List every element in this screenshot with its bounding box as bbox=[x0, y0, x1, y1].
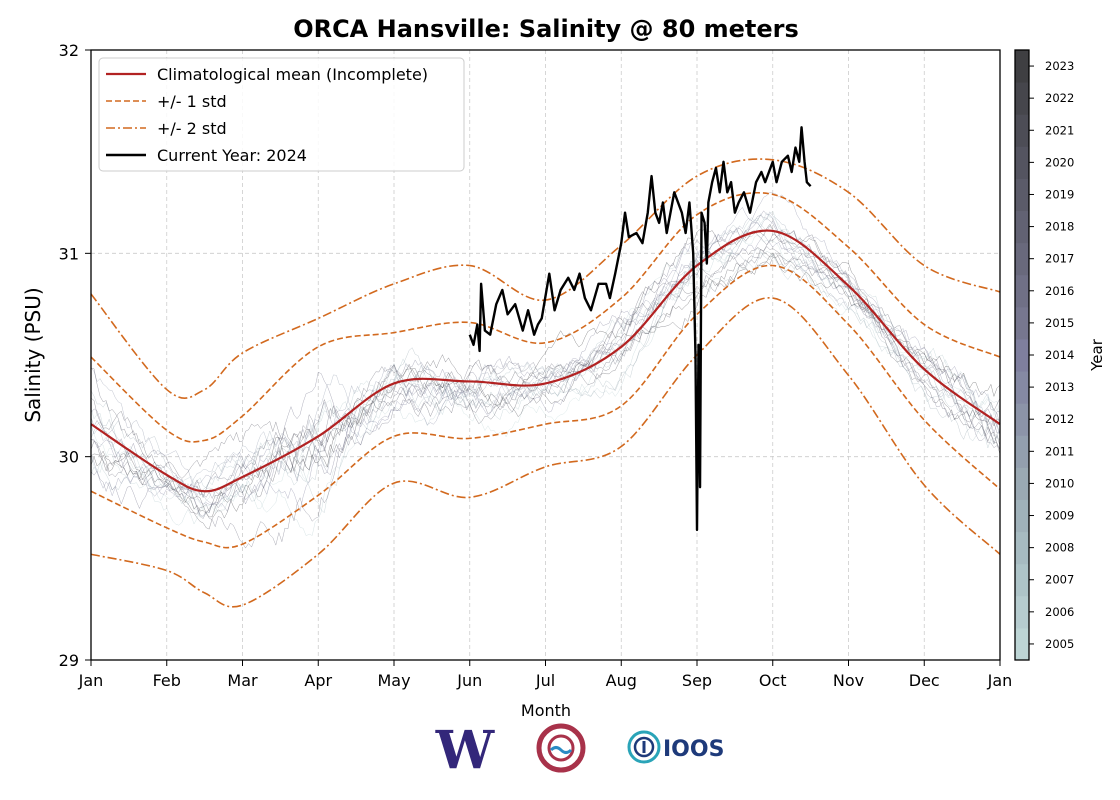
colorbar-segment bbox=[1015, 403, 1029, 436]
colorbar-tick-label: 2013 bbox=[1045, 380, 1074, 394]
colorbar-tick-label: 2023 bbox=[1045, 59, 1074, 73]
colorbar-tick-label: 2012 bbox=[1045, 412, 1074, 426]
colorbar-segment bbox=[1015, 499, 1029, 533]
colorbar-segment bbox=[1015, 274, 1029, 308]
x-axis: Jan Feb Mar Apr May Jun Jul Aug Sep Oct Nov Dec Jan bbox=[78, 660, 1013, 690]
colorbar-segment bbox=[1015, 242, 1029, 276]
x-tick-label: Aug bbox=[606, 671, 637, 690]
colorbar-segment bbox=[1015, 371, 1029, 404]
colorbar-tick-label: 2008 bbox=[1045, 541, 1074, 555]
historical-year-line bbox=[90, 214, 1001, 510]
x-tick-label: Apr bbox=[304, 671, 332, 690]
historical-years-texture bbox=[90, 192, 1001, 549]
minus-2-std-line bbox=[90, 297, 1001, 608]
y-tick-label: 29 bbox=[59, 651, 79, 670]
historical-year-line bbox=[90, 252, 1001, 518]
x-tick-label: Jul bbox=[535, 671, 555, 690]
y-tick-label: 32 bbox=[59, 41, 79, 60]
colorbar-tick-label: 2009 bbox=[1045, 509, 1074, 523]
colorbar-segment bbox=[1015, 435, 1029, 468]
historical-year-line bbox=[90, 220, 1001, 506]
colorbar-segment bbox=[1015, 467, 1029, 500]
colorbar-tick-label: 2017 bbox=[1045, 252, 1074, 266]
colorbar-segment bbox=[1015, 306, 1029, 340]
ioos-logo-text: IOOS bbox=[663, 737, 724, 762]
colorbar-tick-label: 2020 bbox=[1045, 155, 1074, 169]
mean-line bbox=[90, 229, 1001, 493]
chart-title: ORCA Hansville: Salinity @ 80 meters bbox=[293, 15, 799, 43]
colorbar-tick-label: 2021 bbox=[1045, 123, 1074, 137]
historical-year-line bbox=[90, 248, 1001, 479]
colorbar-tick-label: 2015 bbox=[1045, 316, 1074, 330]
colorbar-segment bbox=[1015, 210, 1029, 244]
legend-label: +/- 2 std bbox=[157, 119, 227, 138]
colorbar-segment bbox=[1015, 146, 1029, 179]
series-lines bbox=[90, 126, 1001, 608]
colorbar-label: Year bbox=[1088, 338, 1106, 372]
colorbar-segment bbox=[1015, 595, 1029, 629]
colorbar-tick-label: 2010 bbox=[1045, 476, 1074, 490]
uw-logo: W bbox=[435, 720, 496, 781]
y-tick-label: 30 bbox=[59, 448, 79, 467]
colorbar-segment bbox=[1015, 114, 1029, 147]
nanoos-logo bbox=[536, 723, 586, 773]
x-tick-label: Jan bbox=[987, 671, 1013, 690]
colorbar-tick-label: 2014 bbox=[1045, 348, 1074, 362]
historical-year-line bbox=[90, 223, 1001, 503]
legend-label: Climatological mean (Incomplete) bbox=[157, 65, 428, 84]
y-axis: 29 30 31 32 bbox=[59, 41, 91, 670]
colorbar-tick-label: 2005 bbox=[1045, 637, 1074, 651]
colorbar: 2005 2006 2007 2008 2009 2010 2011 2012 2013 2014… bbox=[1014, 49, 1074, 661]
colorbar-tick-label: 2019 bbox=[1045, 187, 1074, 201]
colorbar-segment bbox=[1015, 338, 1029, 372]
historical-year-line bbox=[90, 229, 1001, 549]
ioos-logo: IOOS bbox=[627, 730, 724, 764]
uw-logo-w: W bbox=[435, 720, 496, 781]
colorbar-tick-label: 2018 bbox=[1045, 220, 1074, 234]
historical-year-line bbox=[90, 246, 1001, 499]
x-tick-label: May bbox=[377, 671, 410, 690]
colorbar-tick-label: 2011 bbox=[1045, 444, 1074, 458]
y-tick-label: 31 bbox=[59, 244, 79, 263]
legend-label: +/- 1 std bbox=[157, 92, 227, 111]
plus-2-std-line bbox=[90, 158, 1001, 399]
legend: Climatological mean (Incomplete) +/- 1 st… bbox=[98, 57, 465, 172]
y-axis-label: Salinity (PSU) bbox=[21, 287, 45, 422]
x-tick-label: Feb bbox=[153, 671, 181, 690]
legend-box bbox=[98, 57, 465, 172]
x-tick-label: Dec bbox=[909, 671, 940, 690]
historical-year-line bbox=[90, 212, 1001, 537]
plus-1-std-line bbox=[90, 191, 1001, 443]
colorbar-segment bbox=[1015, 178, 1029, 212]
x-axis-label: Month bbox=[521, 701, 571, 720]
colorbar-tick-label: 2022 bbox=[1045, 91, 1074, 105]
colorbar-segment bbox=[1015, 50, 1029, 83]
colorbar-tick-label: 2006 bbox=[1045, 605, 1074, 619]
colorbar-segment bbox=[1015, 82, 1029, 115]
x-tick-label: Mar bbox=[227, 671, 258, 690]
x-tick-label: Jan bbox=[78, 671, 104, 690]
x-tick-label: Jun bbox=[456, 671, 482, 690]
colorbar-segment bbox=[1015, 563, 1029, 597]
historical-year-line bbox=[90, 254, 1001, 530]
colorbar-segment bbox=[1015, 627, 1029, 661]
x-tick-label: Nov bbox=[833, 671, 864, 690]
historical-year-line bbox=[90, 223, 1001, 514]
current-year-line bbox=[468, 126, 812, 532]
colorbar-segment bbox=[1015, 531, 1029, 565]
x-tick-label: Oct bbox=[759, 671, 787, 690]
colorbar-frame bbox=[1014, 49, 1030, 661]
historical-year-line bbox=[90, 250, 1001, 514]
x-tick-label: Sep bbox=[682, 671, 712, 690]
colorbar-tick-label: 2007 bbox=[1045, 573, 1074, 587]
colorbar-tick-label: 2016 bbox=[1045, 284, 1074, 298]
legend-label: Current Year: 2024 bbox=[157, 146, 307, 165]
minus-1-std-line bbox=[90, 264, 1001, 549]
